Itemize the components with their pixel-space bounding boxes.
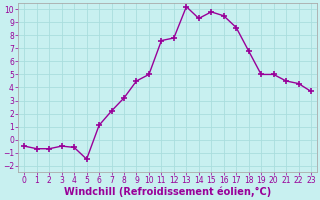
X-axis label: Windchill (Refroidissement éolien,°C): Windchill (Refroidissement éolien,°C) [64, 187, 271, 197]
